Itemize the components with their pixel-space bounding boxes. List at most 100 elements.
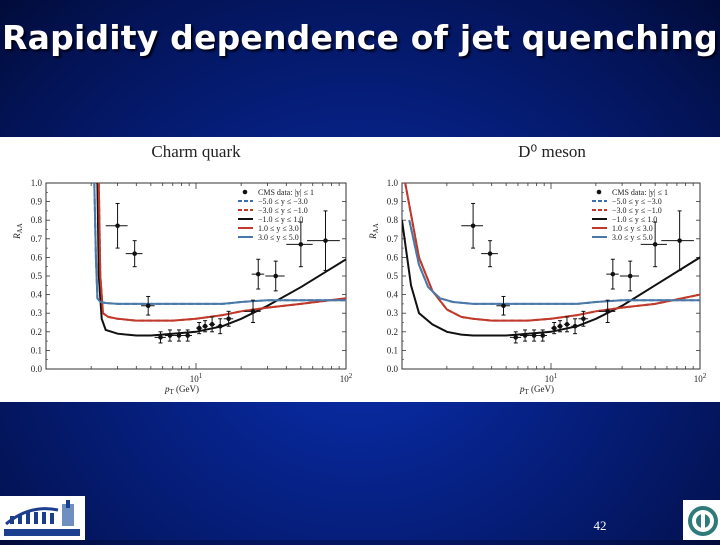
university-seal-logo	[683, 500, 720, 540]
y-tick-label: 0.4	[31, 290, 43, 300]
y-tick-label: 0.0	[31, 364, 43, 374]
x-axis-label-sub: T	[524, 388, 529, 396]
series-line-5	[408, 219, 700, 305]
page-number: 42	[593, 518, 607, 533]
cms-points	[461, 202, 694, 344]
cms-point	[158, 335, 163, 340]
series-line-1	[408, 219, 700, 305]
series-line-4	[97, 183, 346, 322]
legend-label-2: −3.0 ≤ y ≤ −1.0	[258, 206, 308, 215]
cms-point	[531, 333, 537, 338]
berkeley-lab-logo	[0, 496, 85, 540]
legend-label-cms: CMS data: |y| ≤ 1	[612, 188, 668, 197]
cms-point	[202, 323, 208, 329]
chart-1: Charm quark 0.0 0.1 0.2 0.3 0.4 0.5 0.6 0.7 0.8 0.…	[12, 142, 353, 396]
legend-label-cms: CMS data: |y| ≤ 1	[258, 188, 314, 197]
berkeley-lab-logo-graphic	[0, 496, 85, 540]
cms-points	[105, 202, 340, 344]
y-tick-label: 0.6	[31, 252, 43, 262]
cms-point	[470, 223, 476, 229]
series-line-4	[404, 183, 700, 322]
y-tick-label: 0.0	[387, 364, 399, 374]
y-tick-label: 0.5	[31, 271, 43, 281]
x-tick-label: 102	[694, 372, 707, 384]
y-tick-label: 0.9	[31, 197, 43, 207]
y-axis-label-r: R	[368, 233, 378, 240]
y-tick-label: 0.1	[387, 345, 398, 355]
y-tick-label: 1.0	[31, 178, 43, 188]
cms-point	[145, 303, 151, 309]
cms-point	[610, 271, 616, 277]
legend-label-3: −1.0 ≤ y ≤ 1.0	[612, 215, 657, 224]
series-line-1	[93, 183, 346, 305]
legend: CMS data: |y| ≤ 1−5.0 ≤ y ≤ −3.0−3.0 ≤ y…	[238, 188, 314, 242]
legend-label-5: 3.0 ≤ y ≤ 5.0	[258, 233, 299, 242]
chart-title: Charm quark	[151, 142, 241, 161]
cms-point	[564, 322, 570, 327]
y-axis-label: RAA	[12, 223, 24, 240]
cms-point	[551, 325, 557, 331]
cms-point	[255, 271, 261, 277]
legend-label-4: 1.0 ≤ y ≤ 3.0	[258, 224, 299, 233]
cms-point	[323, 238, 328, 243]
y-tick-label: 0.2	[387, 327, 398, 337]
x-tick-label: 101	[545, 372, 558, 384]
cms-point	[132, 251, 137, 256]
x-tick-exponent: 1	[554, 372, 558, 380]
cms-point	[226, 316, 231, 322]
x-axis-label: pT (GeV)	[519, 384, 554, 396]
x-axis-label-p: p	[164, 384, 170, 394]
cms-point	[605, 309, 610, 314]
x-tick-label: 102	[340, 372, 353, 384]
y-tick-label: 0.7	[387, 234, 399, 244]
x-tick-exponent: 2	[349, 372, 353, 380]
series-group	[93, 183, 346, 337]
cms-point	[677, 238, 682, 243]
cms-point	[540, 333, 546, 338]
slide-title: Rapidity dependence of jet quenching	[2, 18, 718, 57]
cms-point	[196, 325, 202, 331]
x-axis-label-unit: (GeV)	[174, 384, 199, 394]
cms-point	[501, 303, 506, 309]
legend-marker-cms	[242, 189, 248, 195]
y-tick-label: 0.7	[31, 234, 43, 244]
y-tick-label: 0.6	[387, 252, 399, 262]
legend-label-2: −3.0 ≤ y ≤ −1.0	[612, 206, 662, 215]
y-tick-label: 0.4	[387, 290, 399, 300]
y-axis-label-sub: AA	[16, 223, 24, 233]
x-tick-exponent: 1	[199, 372, 203, 380]
legend-label-5: 3.0 ≤ y ≤ 5.0	[612, 233, 653, 242]
x-tick-label: 101	[190, 372, 203, 384]
chart-title: D⁰ meson	[518, 142, 586, 161]
y-axis-label-r: R	[12, 233, 22, 240]
y-axis-label: RAA	[368, 223, 380, 240]
cms-point	[209, 322, 215, 327]
series-line-5	[93, 183, 346, 305]
cms-point	[250, 309, 256, 314]
cms-point	[115, 223, 120, 229]
cms-point	[167, 333, 173, 338]
y-tick-label: 0.8	[31, 215, 43, 225]
x-axis-label-unit: (GeV)	[529, 384, 554, 394]
cms-point	[572, 323, 578, 329]
cms-point	[298, 242, 304, 247]
legend-label-3: −1.0 ≤ y ≤ 1.0	[258, 215, 303, 224]
y-tick-label: 1.0	[387, 178, 399, 188]
legend-label-1: −5.0 ≤ y ≤ −3.0	[258, 197, 308, 206]
y-axis-label-sub: AA	[372, 223, 380, 233]
x-axis-label-p: p	[519, 384, 525, 394]
x-tick-exponent: 2	[703, 372, 707, 380]
y-tick-label: 0.2	[31, 327, 42, 337]
cms-point	[487, 251, 493, 256]
cms-point	[176, 333, 182, 338]
y-tick-label: 0.5	[387, 271, 399, 281]
cms-point	[652, 242, 658, 247]
cms-point	[273, 273, 279, 279]
figure-panel: Charm quark 0.0 0.1 0.2 0.3 0.4 0.5 0.6 0.7 0.8 0.…	[0, 137, 720, 402]
y-tick-label: 0.9	[387, 197, 399, 207]
x-axis-label-sub: T	[169, 388, 174, 396]
cms-point	[513, 335, 519, 340]
y-tick-label: 0.8	[387, 215, 399, 225]
legend-label-1: −5.0 ≤ y ≤ −3.0	[612, 197, 662, 206]
y-tick-label: 0.3	[31, 308, 43, 318]
